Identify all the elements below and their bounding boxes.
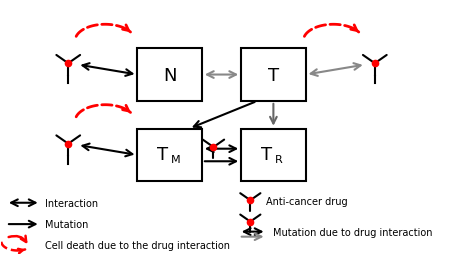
Bar <box>241 129 306 182</box>
Text: Mutation due to drug interaction: Mutation due to drug interaction <box>273 228 433 237</box>
Text: Interaction: Interaction <box>45 198 98 208</box>
Text: Mutation: Mutation <box>45 219 88 229</box>
Text: N: N <box>163 66 176 84</box>
Text: Anti-cancer drug: Anti-cancer drug <box>266 197 348 207</box>
Bar <box>137 129 202 182</box>
Text: T: T <box>157 145 168 163</box>
Bar <box>137 49 202 102</box>
Text: T: T <box>268 66 279 84</box>
Bar <box>241 49 306 102</box>
Text: T: T <box>261 145 272 163</box>
Text: R: R <box>275 154 282 164</box>
Text: Cell death due to the drug interaction: Cell death due to the drug interaction <box>45 240 230 250</box>
Text: M: M <box>171 154 181 164</box>
